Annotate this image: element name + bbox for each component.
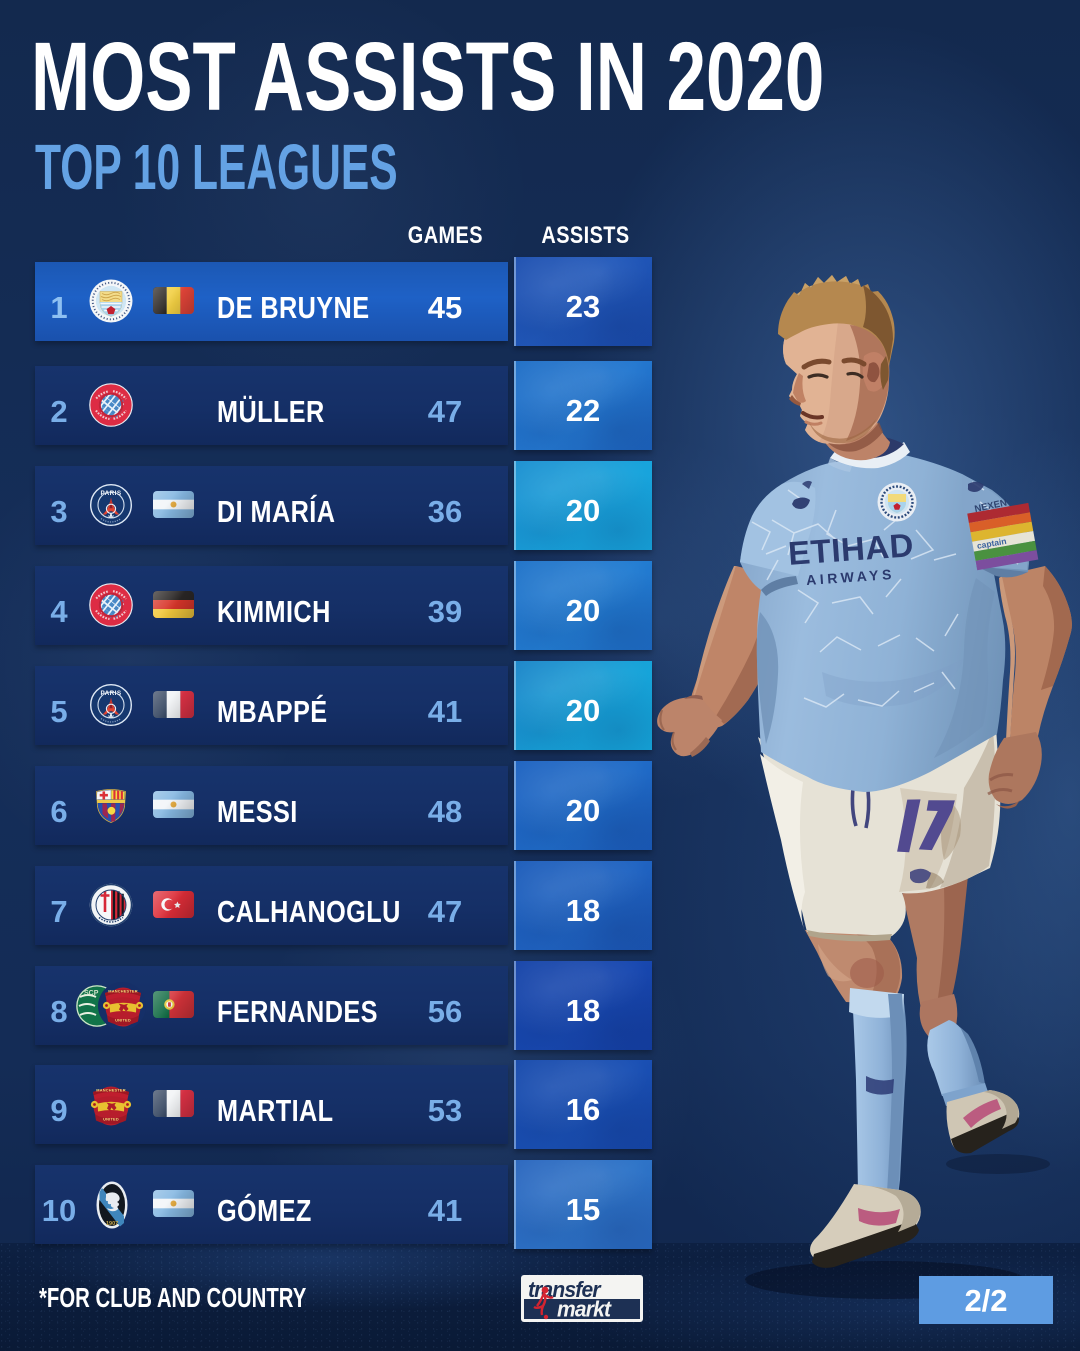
svg-text:UNITED: UNITED	[103, 1116, 119, 1121]
svg-text:PARIS: PARIS	[100, 490, 121, 497]
svg-text:1907: 1907	[106, 1221, 118, 1227]
svg-text:MANCHESTER: MANCHESTER	[108, 989, 137, 994]
svg-text:markt: markt	[557, 1297, 612, 1322]
svg-text:UNITED: UNITED	[115, 1017, 131, 1022]
svg-text:SCP: SCP	[84, 990, 99, 997]
svg-text:transfer: transfer	[528, 1278, 602, 1303]
svg-text:ETIHAD: ETIHAD	[787, 526, 915, 572]
svg-text:PARIS: PARIS	[100, 690, 121, 697]
svg-text:MANCHESTER: MANCHESTER	[96, 1088, 125, 1093]
svg-text:AIRWAYS: AIRWAYS	[806, 566, 896, 588]
